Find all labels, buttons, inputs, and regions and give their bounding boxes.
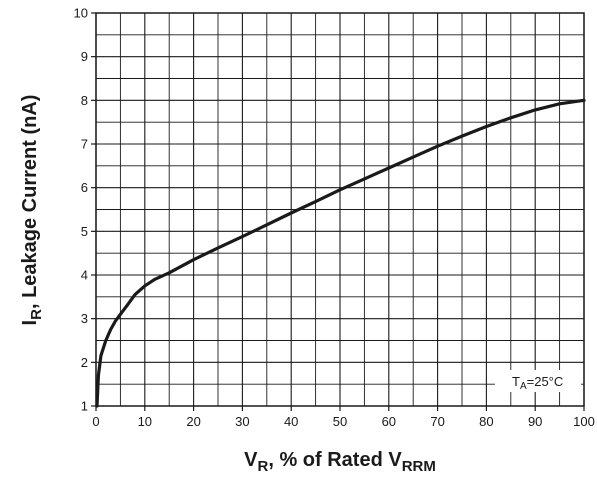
y-axis-label: IR, Leakage Current (nA) xyxy=(19,95,45,326)
y-tick-labels: 1 2 3 4 5 6 7 8 9 10 xyxy=(74,6,96,414)
x-tick-label: 100 xyxy=(573,414,595,429)
annotation-box: TA=25°C xyxy=(495,370,581,392)
annotation-text: TA=25°C xyxy=(512,374,563,392)
series-line xyxy=(95,98,586,408)
y-tick-label: 6 xyxy=(81,180,88,195)
annotation-background xyxy=(495,370,581,392)
x-axis-label: VR, % of Rated VRRM xyxy=(244,449,436,475)
y-tick-label: 9 xyxy=(81,49,88,64)
x-tick-label: 30 xyxy=(235,414,249,429)
x-tick-label: 20 xyxy=(186,414,200,429)
x-tick-label: 10 xyxy=(138,414,152,429)
y-tick-label: 1 xyxy=(81,399,88,414)
x-tick-label: 40 xyxy=(284,414,298,429)
x-tick-labels: 0 10 20 30 40 50 60 70 80 90 100 xyxy=(92,406,595,429)
x-tick-label: 50 xyxy=(333,414,347,429)
x-tick-label: 70 xyxy=(430,414,444,429)
y-tick-label: 7 xyxy=(81,137,88,152)
x-tick-label: 90 xyxy=(528,414,542,429)
y-tick-label: 3 xyxy=(81,311,88,326)
x-tick-label: 0 xyxy=(92,414,99,429)
y-tick-label: 5 xyxy=(81,224,88,239)
y-tick-label: 8 xyxy=(81,93,88,108)
y-tick-label: 4 xyxy=(81,268,88,283)
y-tick-label: 10 xyxy=(74,6,88,21)
x-tick-label: 80 xyxy=(479,414,493,429)
y-tick-label: 2 xyxy=(81,355,88,370)
x-tick-label: 60 xyxy=(382,414,396,429)
